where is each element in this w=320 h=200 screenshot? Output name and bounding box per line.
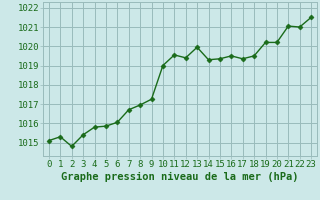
X-axis label: Graphe pression niveau de la mer (hPa): Graphe pression niveau de la mer (hPa) — [61, 172, 299, 182]
